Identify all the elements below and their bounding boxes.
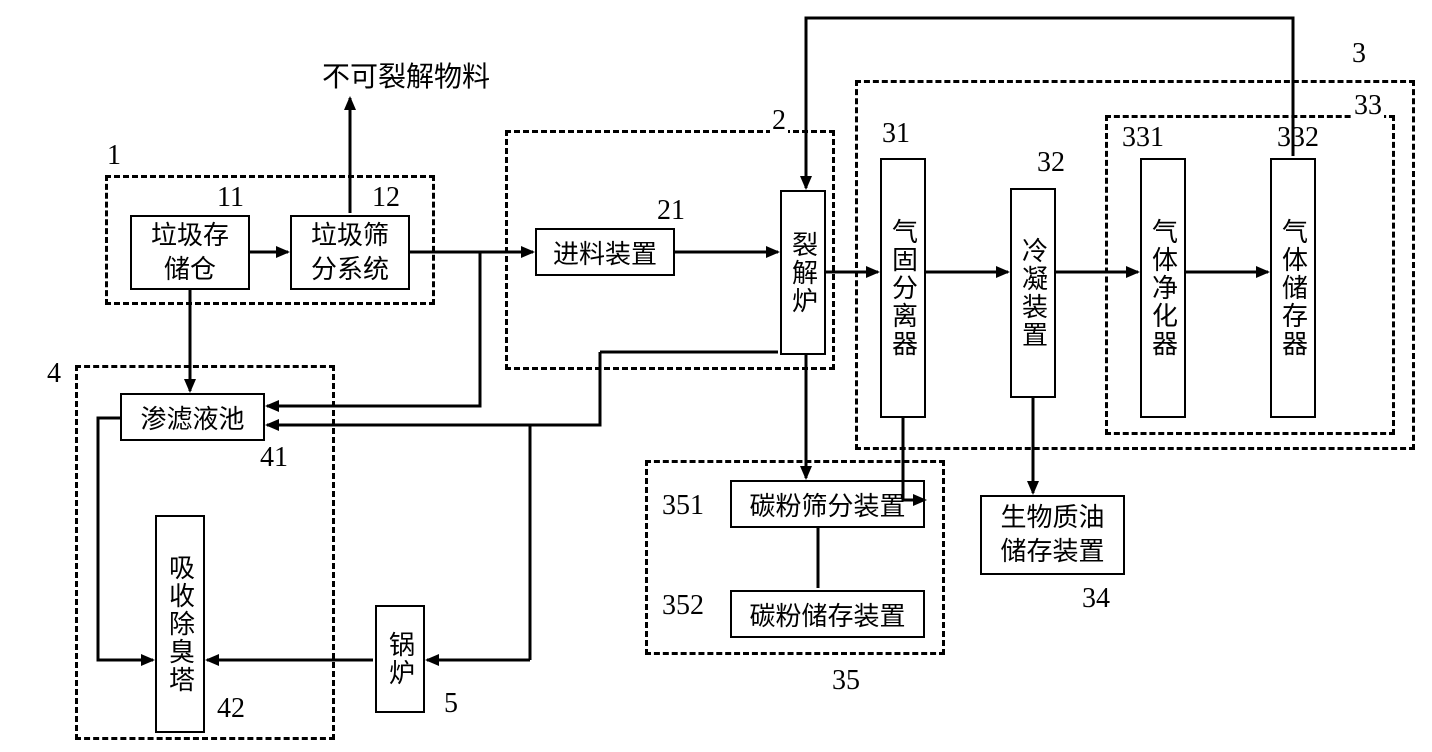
node-41-leachate-pool: 渗滤液池 <box>120 393 265 441</box>
label-n41: 41 <box>258 442 290 474</box>
node-12-text: 垃圾筛 分系统 <box>311 219 389 287</box>
node-332-gas-storage: 气体储存器 <box>1270 158 1316 418</box>
node-42-absorption-tower: 吸收除臭塔 <box>155 515 205 733</box>
label-n331: 331 <box>1120 122 1166 154</box>
node-11-text: 垃圾存 储仓 <box>151 219 229 287</box>
node-331-gas-purifier: 气体净化器 <box>1140 158 1186 418</box>
node-11-waste-storage: 垃圾存 储仓 <box>130 215 250 290</box>
label-n42: 42 <box>215 693 247 725</box>
node-21-text: 进料装置 <box>553 234 657 271</box>
label-n21: 21 <box>655 195 687 227</box>
node-41-text: 渗滤液池 <box>140 399 244 436</box>
node-34-text: 生物质油 储存装置 <box>1000 501 1104 569</box>
label-n351: 351 <box>660 490 706 522</box>
label-non-crackable: 不可裂解物料 <box>320 55 492 95</box>
node-331-text: 气体净化器 <box>1145 218 1182 358</box>
label-g1: 1 <box>105 140 123 172</box>
label-g3: 3 <box>1350 38 1368 70</box>
label-n352: 352 <box>660 590 706 622</box>
node-32-condenser: 冷凝装置 <box>1010 188 1056 398</box>
node-21-feed-device: 进料装置 <box>535 228 675 276</box>
node-31-text: 气固分离器 <box>885 218 922 358</box>
node-31-gas-solid-separator: 气固分离器 <box>880 158 926 418</box>
label-g4: 4 <box>45 358 63 390</box>
label-g2: 2 <box>770 105 788 137</box>
label-n11: 11 <box>215 182 246 214</box>
label-n12: 12 <box>370 182 402 214</box>
node-34-biooil-storage: 生物质油 储存装置 <box>980 495 1125 575</box>
node-352-carbon-storage: 碳粉储存装置 <box>730 590 925 638</box>
node-12-waste-screening: 垃圾筛 分系统 <box>290 215 410 290</box>
label-n31: 31 <box>880 118 912 150</box>
node-332-text: 气体储存器 <box>1275 218 1312 358</box>
node-22-pyrolysis-furnace: 裂解炉 <box>780 190 826 355</box>
node-5-text: 锅炉 <box>382 631 419 687</box>
label-g35: 35 <box>830 665 862 697</box>
node-351-text: 碳粉筛分装置 <box>749 486 905 523</box>
label-n34: 34 <box>1080 583 1112 615</box>
label-n332: 332 <box>1275 122 1321 154</box>
label-n32: 32 <box>1035 147 1067 179</box>
node-351-carbon-screening: 碳粉筛分装置 <box>730 480 925 528</box>
label-g33: 33 <box>1352 90 1384 122</box>
node-352-text: 碳粉储存装置 <box>749 596 905 633</box>
node-22-text: 裂解炉 <box>785 231 822 315</box>
label-n5: 5 <box>442 688 460 720</box>
node-32-text: 冷凝装置 <box>1015 237 1052 349</box>
node-42-text: 吸收除臭塔 <box>162 554 199 694</box>
node-5-boiler: 锅炉 <box>375 605 425 713</box>
